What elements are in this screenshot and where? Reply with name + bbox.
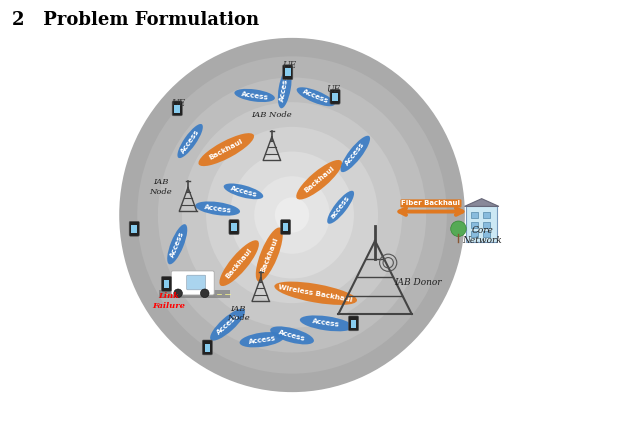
Ellipse shape: [254, 176, 330, 254]
Ellipse shape: [223, 184, 263, 199]
Ellipse shape: [340, 136, 370, 172]
Circle shape: [174, 289, 182, 298]
Ellipse shape: [120, 39, 464, 391]
Circle shape: [200, 289, 209, 298]
Ellipse shape: [296, 87, 335, 106]
Ellipse shape: [158, 77, 426, 353]
Text: Fiber Backhaul: Fiber Backhaul: [401, 200, 460, 206]
Text: 2   Problem Formulation: 2 Problem Formulation: [12, 11, 259, 29]
FancyBboxPatch shape: [231, 223, 237, 231]
FancyBboxPatch shape: [159, 290, 230, 298]
Text: Wireless Backhaul: Wireless Backhaul: [278, 284, 353, 303]
Text: Backhaul: Backhaul: [209, 138, 244, 161]
FancyBboxPatch shape: [483, 222, 490, 228]
FancyBboxPatch shape: [470, 222, 478, 228]
Ellipse shape: [210, 309, 245, 341]
Text: IAB Donor: IAB Donor: [394, 279, 442, 287]
FancyBboxPatch shape: [351, 319, 356, 328]
Text: Backhaul: Backhaul: [259, 236, 279, 273]
Text: Access: Access: [344, 141, 366, 167]
FancyBboxPatch shape: [129, 221, 140, 236]
Text: IAB
Node: IAB Node: [150, 178, 172, 196]
Ellipse shape: [300, 315, 353, 332]
Circle shape: [451, 221, 466, 237]
FancyBboxPatch shape: [229, 220, 239, 234]
FancyBboxPatch shape: [470, 231, 478, 237]
Ellipse shape: [275, 282, 357, 305]
Text: Access: Access: [241, 91, 269, 100]
Ellipse shape: [230, 151, 354, 279]
Text: Access: Access: [301, 89, 330, 105]
Text: UE: UE: [326, 85, 341, 94]
Text: Access: Access: [229, 185, 258, 198]
FancyBboxPatch shape: [172, 271, 214, 295]
FancyBboxPatch shape: [187, 275, 205, 290]
FancyBboxPatch shape: [164, 280, 170, 288]
Ellipse shape: [167, 224, 188, 264]
FancyBboxPatch shape: [466, 206, 497, 242]
Text: IAB
Node: IAB Node: [227, 305, 250, 322]
Ellipse shape: [270, 326, 314, 344]
Ellipse shape: [195, 201, 240, 216]
Ellipse shape: [256, 227, 283, 282]
Ellipse shape: [327, 191, 354, 224]
Text: Access: Access: [215, 313, 240, 336]
FancyBboxPatch shape: [280, 220, 291, 234]
Ellipse shape: [278, 68, 292, 108]
Text: access: access: [330, 195, 351, 220]
Text: Core
Network: Core Network: [463, 226, 502, 246]
Ellipse shape: [137, 56, 447, 374]
FancyBboxPatch shape: [131, 225, 137, 233]
Ellipse shape: [182, 102, 402, 328]
Text: Backhaul: Backhaul: [303, 166, 335, 194]
Text: UE: UE: [171, 99, 185, 108]
FancyBboxPatch shape: [332, 93, 338, 101]
Ellipse shape: [239, 332, 284, 347]
Text: Link
Failure: Link Failure: [152, 292, 185, 310]
FancyBboxPatch shape: [483, 231, 490, 237]
Text: Access: Access: [278, 329, 306, 342]
FancyBboxPatch shape: [348, 316, 358, 331]
FancyBboxPatch shape: [285, 68, 291, 77]
FancyBboxPatch shape: [172, 101, 182, 116]
Ellipse shape: [198, 133, 254, 166]
FancyBboxPatch shape: [483, 212, 490, 218]
Ellipse shape: [220, 240, 259, 286]
FancyBboxPatch shape: [283, 65, 293, 80]
Text: Access: Access: [280, 74, 290, 102]
Ellipse shape: [177, 124, 203, 158]
Text: Access: Access: [248, 335, 276, 344]
Polygon shape: [465, 199, 499, 206]
FancyBboxPatch shape: [202, 340, 212, 355]
FancyBboxPatch shape: [330, 89, 340, 104]
Ellipse shape: [296, 160, 342, 200]
FancyBboxPatch shape: [175, 104, 180, 113]
Ellipse shape: [234, 89, 275, 102]
FancyBboxPatch shape: [205, 344, 210, 352]
Text: UE: UE: [282, 61, 296, 70]
Text: Access: Access: [204, 204, 232, 213]
Ellipse shape: [206, 127, 378, 303]
FancyBboxPatch shape: [470, 212, 478, 218]
Text: Access: Access: [312, 319, 340, 328]
Text: Access: Access: [180, 128, 200, 154]
Text: Backhaul: Backhaul: [225, 247, 253, 280]
FancyBboxPatch shape: [283, 223, 289, 231]
Text: Access: Access: [169, 230, 185, 258]
Text: IAB Node: IAB Node: [252, 111, 292, 119]
FancyBboxPatch shape: [161, 276, 172, 291]
Ellipse shape: [275, 197, 309, 233]
